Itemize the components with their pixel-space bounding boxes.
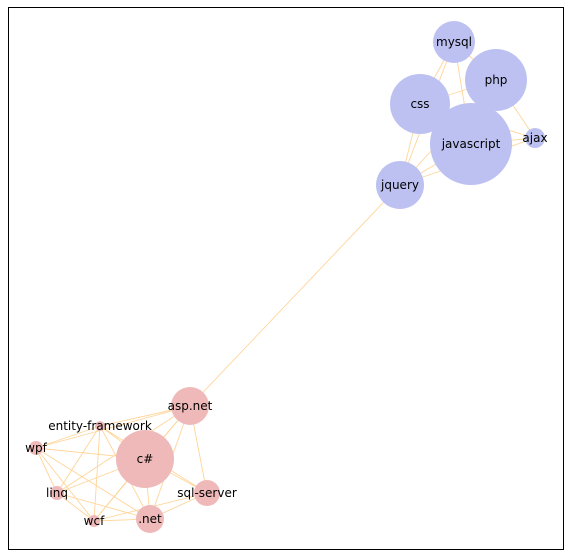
node-linq [50, 486, 64, 500]
node-label-entity-framework: entity-framework [48, 419, 152, 433]
node-entity-framework [95, 421, 105, 431]
node-label-net: .net [138, 512, 162, 526]
edge-linq-net [56, 492, 151, 520]
node-jquery [376, 161, 424, 209]
edge-entity-framework-linq [56, 425, 101, 494]
edge-entity-framework-wcf [93, 425, 101, 522]
edge-jquery-asp-net [189, 184, 401, 407]
node-sql-server [194, 480, 220, 506]
node-label-javascript: javascript [441, 137, 501, 151]
edge-wpf-net [35, 447, 151, 520]
node-css [390, 74, 450, 134]
node-layer [29, 21, 545, 533]
node-net [136, 505, 164, 533]
node-label-asp-net: asp.net [168, 399, 213, 413]
edge-wpf-wcf [35, 447, 95, 522]
edge-asp-net-wpf [35, 405, 191, 449]
node-mysql [433, 21, 475, 63]
node-wcf [88, 515, 100, 527]
label-layer: mysql php css javascript ajax jquery asp.net en… [25, 35, 547, 528]
edge-entity-framework-wpf [35, 425, 101, 449]
node-label-sql-server: sql-server [177, 486, 237, 500]
node-label-wcf: wcf [84, 514, 105, 528]
node-javascript [430, 103, 512, 185]
node-label-css: css [410, 97, 429, 111]
node-ajax [525, 128, 545, 148]
edge-wpf-linq [35, 447, 58, 494]
node-asp-net [171, 387, 209, 425]
node-wpf [29, 441, 43, 455]
node-label-php: php [485, 73, 508, 87]
node-c [116, 430, 174, 488]
node-label-ajax: ajax [522, 131, 547, 145]
edge-linq-wcf [56, 492, 95, 522]
node-label-mysql: mysql [436, 35, 472, 49]
node-label-c: c# [137, 452, 154, 466]
node-php [465, 49, 527, 111]
node-label-linq: linq [46, 486, 68, 500]
node-label-jquery: jquery [380, 178, 419, 192]
node-label-wpf: wpf [25, 441, 47, 455]
